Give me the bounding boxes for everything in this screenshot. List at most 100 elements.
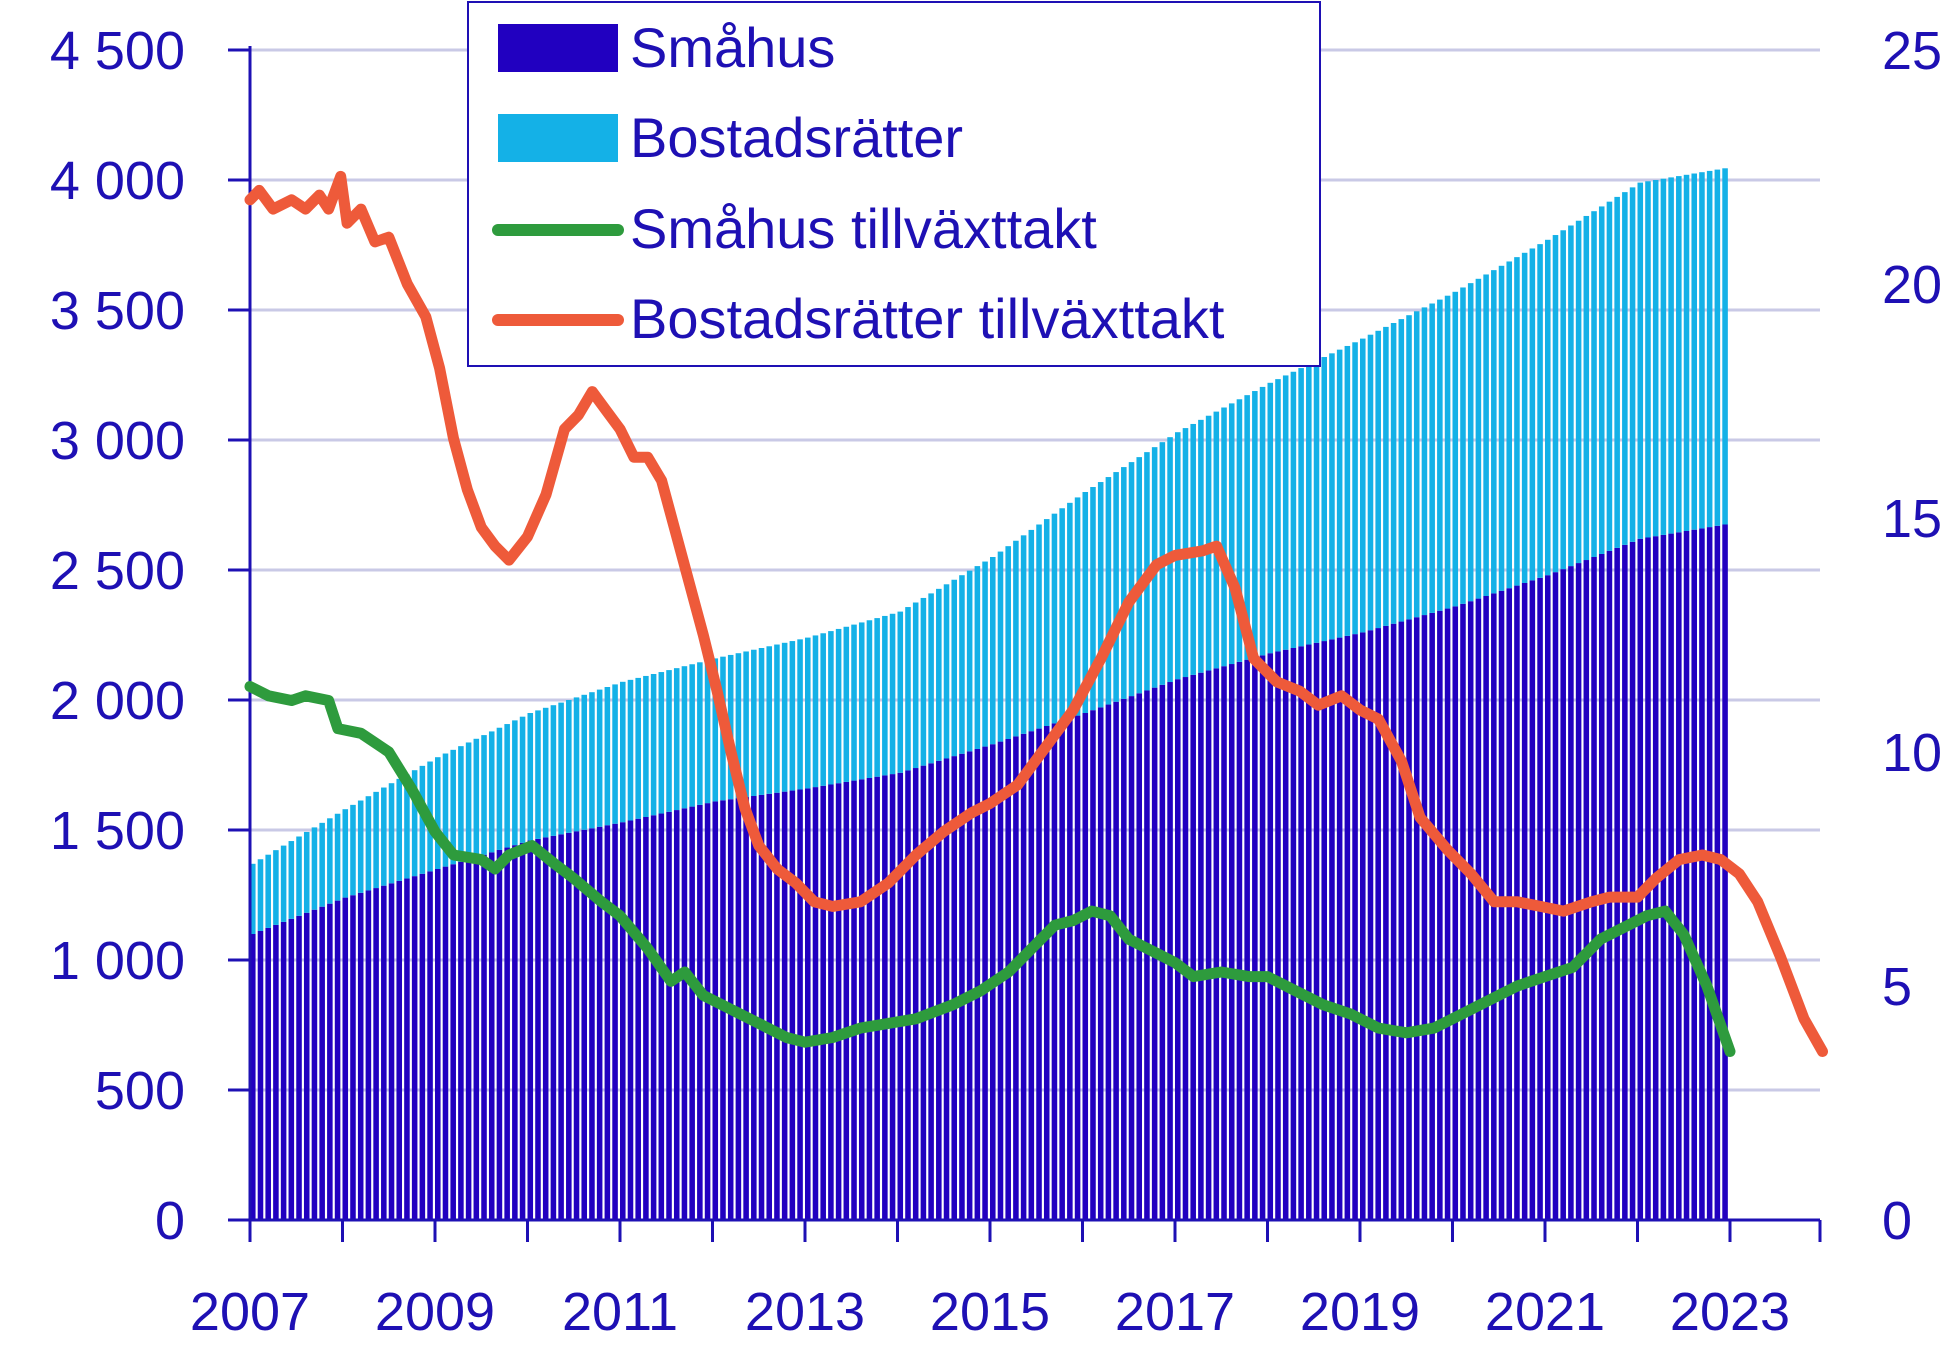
bar-bostadsratter bbox=[1676, 176, 1682, 533]
bar-bostadsratter bbox=[743, 651, 749, 798]
bar-bostadsratter bbox=[1514, 257, 1520, 586]
bar-smahus bbox=[1020, 733, 1027, 1220]
legend-label-smahus-tillvaxttakt: Småhus tillväxttakt bbox=[630, 197, 1097, 260]
bar-bostadsratter bbox=[1467, 283, 1474, 602]
x-tick-label: 2015 bbox=[930, 1282, 1050, 1342]
bar-smahus bbox=[357, 892, 364, 1220]
bar-smahus bbox=[519, 842, 526, 1220]
bar-smahus bbox=[1460, 603, 1466, 1220]
bar-smahus bbox=[828, 784, 834, 1220]
y-left-tick-label: 500 bbox=[95, 1061, 185, 1121]
y-right-tick-label: 5 bbox=[1882, 957, 1912, 1017]
bar-smahus bbox=[288, 918, 295, 1220]
bar-smahus bbox=[889, 774, 896, 1220]
bar-smahus bbox=[905, 770, 911, 1220]
bar-bostadsratter bbox=[851, 624, 857, 781]
bar-bostadsratter bbox=[250, 863, 256, 934]
bar-smahus bbox=[388, 883, 395, 1220]
bar-bostadsratter bbox=[319, 822, 325, 907]
bar-smahus bbox=[1583, 560, 1590, 1220]
bar-smahus bbox=[966, 751, 973, 1220]
bar-bostadsratter bbox=[789, 641, 796, 791]
bar-bostadsratter bbox=[704, 660, 711, 804]
bar-smahus bbox=[897, 772, 904, 1220]
bar-smahus bbox=[789, 790, 796, 1220]
bar-bostadsratter bbox=[589, 692, 595, 829]
bar-smahus bbox=[596, 826, 603, 1220]
bar-smahus bbox=[751, 795, 757, 1220]
bar-smahus bbox=[296, 915, 302, 1220]
bar-smahus bbox=[1028, 731, 1035, 1220]
bar-bostadsratter bbox=[689, 664, 695, 807]
bar-smahus bbox=[650, 815, 657, 1220]
bar-smahus bbox=[658, 813, 665, 1220]
bar-smahus bbox=[1252, 657, 1258, 1220]
bar-smahus bbox=[1421, 615, 1428, 1220]
bar-smahus bbox=[1475, 598, 1482, 1220]
bar-smahus bbox=[381, 885, 387, 1220]
bar-smahus bbox=[1676, 532, 1682, 1220]
bar-smahus bbox=[666, 811, 672, 1220]
bar-bostadsratter bbox=[1059, 508, 1065, 721]
bar-smahus bbox=[1437, 610, 1443, 1220]
bar-smahus bbox=[1390, 623, 1397, 1220]
bar-smahus bbox=[373, 888, 379, 1220]
bar-bostadsratter bbox=[1660, 178, 1667, 535]
y-right-tick-label: 10 bbox=[1882, 723, 1942, 783]
bar-bostadsratter bbox=[882, 615, 888, 776]
bar-bostadsratter bbox=[1622, 192, 1628, 545]
bar-bostadsratter bbox=[542, 707, 549, 838]
bar-bostadsratter bbox=[1452, 291, 1459, 607]
bar-bostadsratter bbox=[1213, 411, 1220, 669]
bar-smahus bbox=[342, 897, 349, 1220]
bar-smahus bbox=[612, 823, 618, 1220]
y-left-tick-label: 4 500 bbox=[50, 21, 185, 81]
bar-bostadsratter bbox=[481, 735, 487, 855]
bar-bostadsratter bbox=[751, 649, 757, 796]
bar-bostadsratter bbox=[1645, 181, 1651, 538]
bar-bostadsratter bbox=[1329, 353, 1335, 640]
bar-smahus bbox=[566, 832, 572, 1220]
bar-bostadsratter bbox=[1413, 311, 1420, 618]
bar-bostadsratter bbox=[1005, 546, 1011, 739]
bar-bostadsratter bbox=[566, 700, 572, 833]
bar-bostadsratter bbox=[327, 818, 333, 904]
bar-bostadsratter bbox=[450, 749, 456, 865]
bar-smahus bbox=[797, 789, 803, 1220]
bar-bostadsratter bbox=[735, 653, 742, 799]
bar-bostadsratter bbox=[627, 679, 634, 821]
bar-bostadsratter bbox=[673, 668, 680, 811]
bar-bostadsratter bbox=[1383, 326, 1389, 626]
bar-smahus bbox=[319, 906, 325, 1220]
bar-bostadsratter bbox=[504, 724, 510, 848]
bar-bostadsratter bbox=[812, 635, 819, 788]
bar-bostadsratter bbox=[604, 687, 611, 826]
y-right-tick-label: 25 bbox=[1882, 21, 1942, 81]
bar-smahus bbox=[303, 912, 310, 1220]
bar-smahus bbox=[673, 810, 680, 1220]
bar-bostadsratter bbox=[936, 588, 942, 761]
bar-smahus bbox=[442, 866, 449, 1220]
line-series bbox=[244, 170, 1828, 1057]
bar-smahus bbox=[1383, 625, 1389, 1220]
x-tick-label: 2007 bbox=[190, 1282, 310, 1342]
x-tick-label: 2019 bbox=[1300, 1282, 1420, 1342]
bar-smahus bbox=[1128, 696, 1135, 1220]
bar-bostadsratter bbox=[303, 831, 310, 913]
bar-bostadsratter bbox=[550, 705, 557, 836]
bar-bostadsratter bbox=[381, 787, 387, 886]
bar-bostadsratter bbox=[1390, 323, 1397, 624]
bar-bostadsratter bbox=[581, 694, 588, 830]
bar-bostadsratter bbox=[982, 561, 988, 747]
bar-smahus bbox=[1629, 541, 1636, 1220]
bar-bostadsratter bbox=[519, 716, 526, 843]
bar-bostadsratter bbox=[1028, 529, 1035, 732]
bar-smahus bbox=[1097, 707, 1104, 1220]
bar-bostadsratter bbox=[373, 791, 379, 889]
bar-bostadsratter bbox=[1282, 375, 1289, 650]
bar-smahus bbox=[1290, 648, 1297, 1220]
bar-smahus bbox=[1360, 632, 1366, 1220]
legend: Småhus Bostadsrätter Småhus tillväxttakt… bbox=[467, 1, 1321, 367]
